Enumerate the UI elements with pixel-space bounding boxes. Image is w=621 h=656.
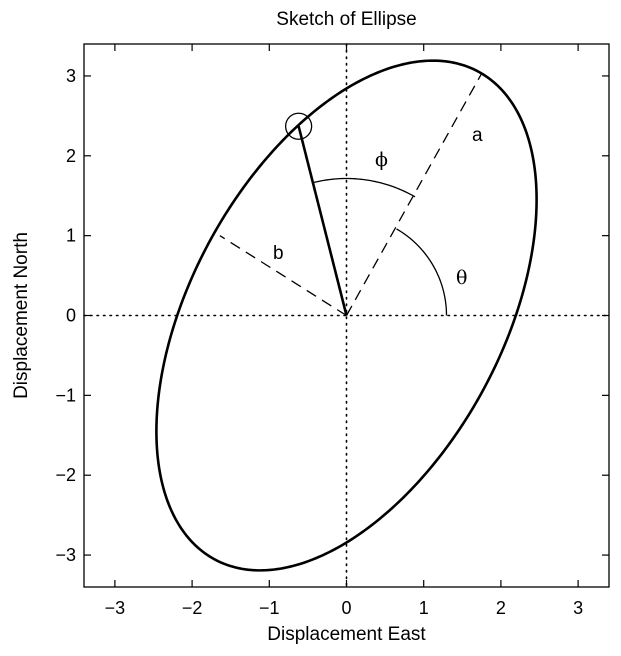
semi-minor-axis — [219, 235, 347, 317]
x-axis-label: Displacement East — [267, 624, 426, 645]
y-tick-label: 0 — [66, 306, 76, 326]
semi-major-axis — [345, 73, 483, 316]
radius-to-point — [297, 125, 348, 316]
label-b: b — [273, 243, 284, 264]
x-tick-label: 3 — [573, 598, 583, 618]
y-tick-label: −1 — [55, 385, 76, 405]
label-theta: θ — [456, 267, 467, 289]
y-tick-label: −2 — [55, 465, 76, 485]
plot-title: Sketch of Ellipse — [276, 9, 416, 30]
theta-angle-arc — [396, 228, 448, 316]
y-axis-label: Displacement North — [11, 232, 32, 399]
y-tick-label: −3 — [55, 545, 76, 565]
x-tick-label: −3 — [105, 598, 126, 618]
point-marker — [284, 112, 313, 140]
y-tick-label: 1 — [66, 226, 76, 246]
y-tick-label: 3 — [66, 66, 76, 86]
ellipse-curve — [155, 59, 538, 572]
x-tick-label: 1 — [419, 598, 429, 618]
x-tick-label: −2 — [182, 598, 203, 618]
phi-angle-arc — [311, 177, 416, 198]
x-tick-label: −1 — [259, 598, 280, 618]
label-phi: ϕ — [375, 149, 388, 171]
x-tick-label: 0 — [341, 598, 351, 618]
x-axis-ticks: −3 −2 −1 0 1 2 3 — [105, 44, 583, 618]
y-axis-ticks: −3 −2 −1 0 1 2 3 — [55, 66, 609, 565]
label-a: a — [472, 125, 483, 146]
y-tick-label: 2 — [66, 146, 76, 166]
x-tick-label: 2 — [496, 598, 506, 618]
